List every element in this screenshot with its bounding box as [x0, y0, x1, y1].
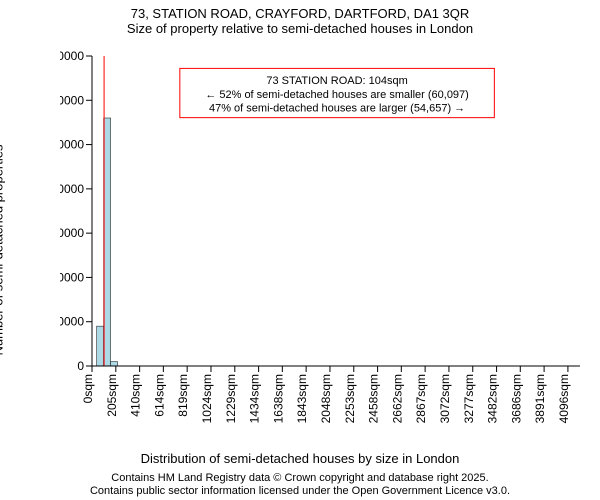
footer-line-2: Contains public sector information licen…	[0, 485, 600, 498]
x-axis-label: Distribution of semi-detached houses by …	[0, 451, 600, 466]
x-tick-label: 1843sqm	[295, 374, 309, 423]
x-tick-label: 2253sqm	[343, 374, 357, 423]
x-tick-label: 410sqm	[129, 374, 143, 417]
x-tick-label: 1434sqm	[248, 374, 262, 423]
annotation-line: 47% of semi-detached houses are larger (…	[209, 103, 465, 115]
title-line-2: Size of property relative to semi-detach…	[0, 21, 600, 36]
plot-svg: 0 20000 40000 60000 80000 100000 120000 140000 0…	[60, 46, 590, 426]
plot-area: 0 20000 40000 60000 80000 100000 120000 140000 0…	[60, 46, 590, 426]
x-tick-label: 1229sqm	[224, 374, 238, 423]
x-tick-label: 1024sqm	[200, 374, 214, 423]
y-tick-label: 20000	[60, 315, 84, 329]
histogram-bar	[104, 118, 111, 366]
x-tick-label: 4096sqm	[557, 374, 571, 423]
y-tick-label: 100000	[60, 138, 84, 152]
y-tick-label: 120000	[60, 93, 84, 107]
x-tick-label: 2458sqm	[367, 374, 381, 423]
x-tick-label: 3072sqm	[438, 374, 452, 423]
annotation-line: ← 52% of semi-detached houses are smalle…	[205, 89, 469, 101]
title-block: 73, STATION ROAD, CRAYFORD, DARTFORD, DA…	[0, 6, 600, 36]
y-tick-label: 0	[77, 359, 84, 373]
histogram-bar	[97, 326, 104, 366]
y-tick-label: 40000	[60, 270, 84, 284]
x-tick-label: 2867sqm	[414, 374, 428, 423]
histogram-bar	[111, 362, 118, 366]
y-axis-label: Number of semi-detached properties	[0, 145, 6, 356]
footer-line-1: Contains HM Land Registry data © Crown c…	[0, 472, 600, 485]
x-tick-label: 819sqm	[176, 374, 190, 417]
x-tick-label: 614sqm	[152, 374, 166, 417]
y-tick-label: 80000	[60, 182, 84, 196]
x-tick-label: 3686sqm	[509, 374, 523, 423]
x-tick-label: 3891sqm	[533, 374, 547, 423]
annotation-line: 73 STATION ROAD: 104sqm	[266, 75, 407, 87]
title-line-1: 73, STATION ROAD, CRAYFORD, DARTFORD, DA…	[0, 6, 600, 21]
x-tick-label: 2048sqm	[319, 374, 333, 423]
x-tick-label: 0sqm	[81, 374, 95, 403]
x-tick-label: 1638sqm	[271, 374, 285, 423]
y-tick-label: 60000	[60, 226, 84, 240]
x-tick-label: 3482sqm	[486, 374, 500, 423]
chart-container: 73, STATION ROAD, CRAYFORD, DARTFORD, DA…	[0, 0, 600, 500]
footer-block: Contains HM Land Registry data © Crown c…	[0, 472, 600, 498]
x-tick-label: 2662sqm	[390, 374, 404, 423]
x-tick-label: 3277sqm	[462, 374, 476, 423]
x-tick-label: 205sqm	[105, 374, 119, 417]
y-tick-label: 140000	[60, 49, 84, 63]
